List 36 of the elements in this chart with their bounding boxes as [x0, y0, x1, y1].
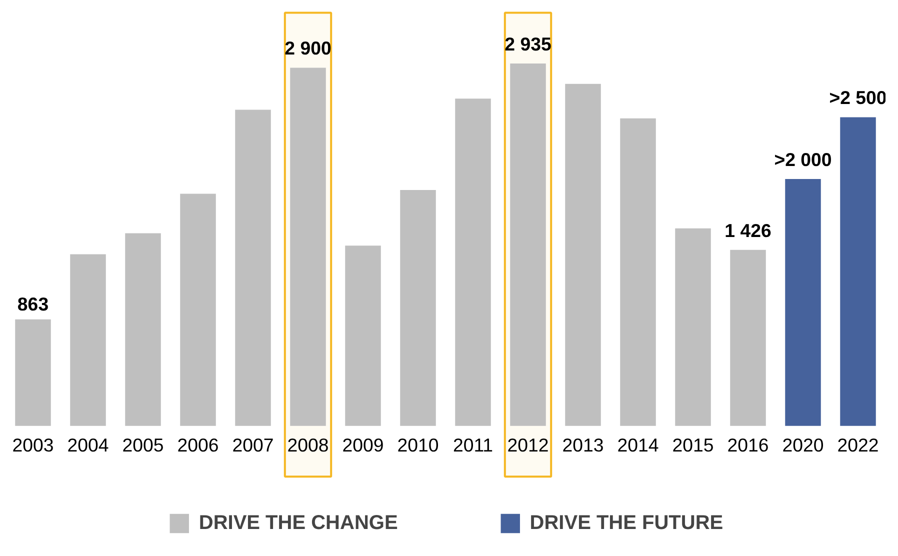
x-tick-label: 2012 [507, 434, 549, 456]
x-tick-label: 2011 [452, 434, 494, 456]
x-tick-label: 2005 [122, 434, 164, 456]
x-tick-label: 2015 [672, 434, 714, 456]
bar [290, 68, 326, 426]
x-tick-label: 2016 [727, 434, 769, 456]
data-label: 1 426 [724, 220, 772, 241]
bar [785, 178, 821, 426]
x-tick-label: 2003 [12, 434, 54, 456]
legend-label: DRIVE THE FUTURE [530, 512, 724, 534]
bar [400, 190, 436, 426]
bar [675, 228, 711, 426]
bar [15, 319, 51, 426]
data-label: 863 [17, 293, 49, 314]
x-tick-label: 2013 [562, 434, 604, 456]
x-tick-label: 2008 [287, 434, 329, 456]
x-tick-label: 2004 [67, 434, 109, 456]
bar [455, 98, 491, 426]
bar [620, 118, 656, 426]
bar [840, 117, 876, 426]
x-tick-label: 2010 [397, 434, 439, 456]
x-tick-label: 2006 [177, 434, 219, 456]
bar [565, 84, 601, 426]
bar [125, 233, 161, 426]
data-label: >2 000 [774, 148, 832, 170]
bar [235, 110, 271, 426]
x-tick-label: 2014 [617, 434, 659, 456]
bar [180, 194, 216, 426]
x-tick-label: 2022 [837, 434, 879, 456]
x-tick-label: 2009 [342, 434, 384, 456]
bar [730, 250, 766, 426]
x-tick-label: 2020 [782, 434, 824, 456]
x-tick-label: 2007 [232, 434, 274, 456]
bar [345, 246, 381, 426]
legend-label: DRIVE THE CHANGE [198, 512, 398, 534]
bar [70, 254, 106, 426]
